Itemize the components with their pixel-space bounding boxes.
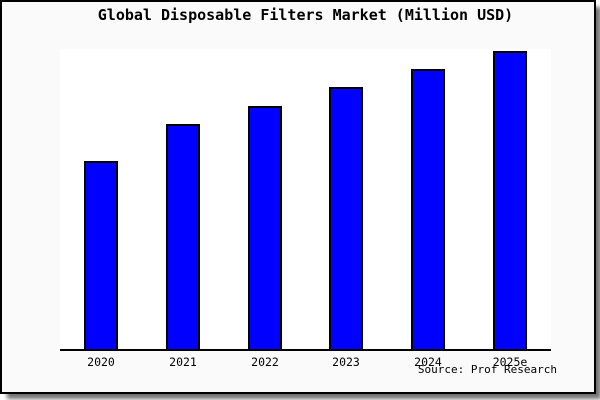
bar-2023 (329, 87, 363, 349)
bar-2025e (493, 51, 527, 349)
x-tick-label-2020: 2020 (87, 355, 115, 369)
bar-2021 (166, 124, 200, 349)
bar-2022 (248, 106, 282, 349)
x-tick-label-2023: 2023 (332, 355, 360, 369)
x-axis-labels: 2020 2021 2022 2023 2024 2025e (60, 355, 551, 369)
bar-2020 (84, 161, 118, 349)
chart-title: Global Disposable Filters Market (Millio… (97, 6, 514, 24)
plot-area (60, 49, 551, 351)
x-tick-label-2021: 2021 (169, 355, 197, 369)
bar-2024 (411, 69, 445, 349)
x-tick-label-2025e: 2025e (492, 355, 528, 369)
x-tick-label-2024: 2024 (414, 355, 442, 369)
chart-panel: Global Disposable Filters Market (Millio… (0, 0, 596, 394)
x-tick-label-2022: 2022 (251, 355, 279, 369)
source-note: Source: Prof Research (417, 363, 557, 376)
